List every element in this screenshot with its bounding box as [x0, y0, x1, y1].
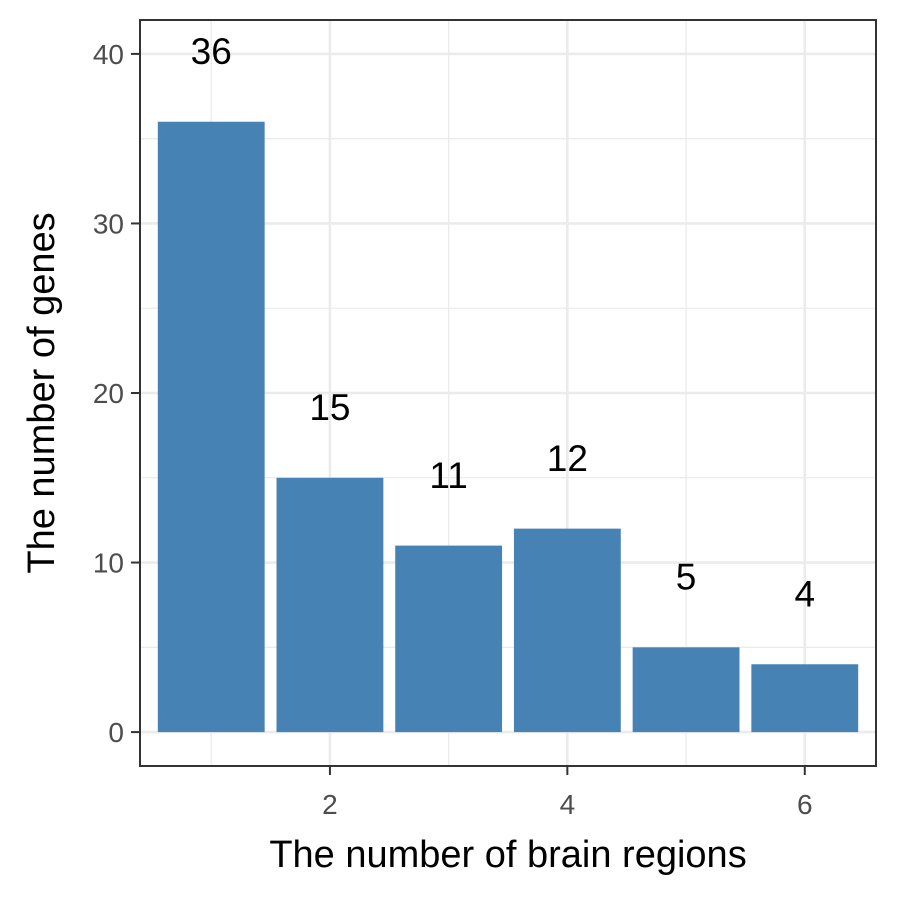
axis-ticks: 0 10 20 30 40 2 4 6: [93, 39, 813, 820]
bars: [157, 121, 859, 733]
y-tick-label: 0: [108, 717, 124, 748]
data-label: 12: [547, 438, 588, 479]
x-tick-label: 6: [797, 789, 813, 820]
y-tick-label: 20: [93, 378, 124, 409]
x-axis-title: The number of brain regions: [269, 834, 746, 876]
data-label: 15: [309, 387, 350, 428]
bar: [632, 647, 740, 733]
bar: [513, 528, 621, 733]
data-label: 36: [191, 31, 232, 72]
bar: [276, 477, 384, 733]
data-label: 11: [429, 455, 467, 496]
y-tick-label: 10: [93, 548, 124, 579]
bar: [395, 545, 503, 733]
y-tick-label: 40: [93, 39, 124, 70]
data-labels: 36 15 11 12 5 4: [191, 31, 815, 615]
data-label: 4: [794, 574, 815, 615]
y-tick-label: 30: [93, 208, 124, 239]
bar: [751, 664, 859, 733]
x-tick-label: 4: [560, 789, 576, 820]
data-label: 5: [676, 557, 697, 598]
y-axis-title: The number of genes: [21, 212, 63, 573]
x-tick-label: 2: [322, 789, 338, 820]
bar: [157, 121, 265, 733]
